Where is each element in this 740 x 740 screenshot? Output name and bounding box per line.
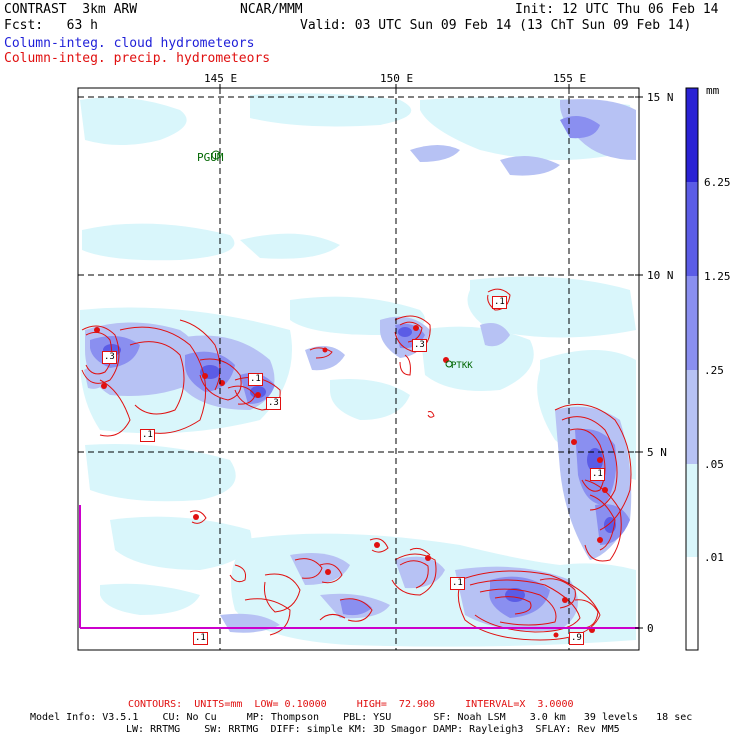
init-time: Init: 12 UTC Thu 06 Feb 14 xyxy=(515,2,719,17)
contour-label: .1 xyxy=(590,468,605,481)
valid-time: Valid: 03 UTC Sun 09 Feb 14 (13 ChT Sun … xyxy=(300,18,692,33)
lon-label-145: 145 E xyxy=(204,72,238,85)
station-ptkk-marker xyxy=(445,360,453,368)
lat-lon-grid xyxy=(78,88,639,650)
model-name: CONTRAST 3km ARW xyxy=(4,2,138,17)
model-info-line2: LW: RRTMG SW: RRTMG DIFF: simple KM: 3D … xyxy=(126,724,620,735)
colorbar-tick-.05: .05 xyxy=(704,458,724,471)
lat-label-0: 0 xyxy=(647,622,654,635)
lat-label-10n: 10 N xyxy=(647,269,674,282)
precip-field-label: Column-integ. precip. hydrometeors xyxy=(4,51,271,66)
colorbar-tick-1.25: 1.25 xyxy=(704,270,731,283)
lat-label-15n: 15 N xyxy=(647,91,674,104)
station-markers xyxy=(211,150,453,368)
contour-label: .3 xyxy=(412,339,427,352)
cloud-field-label: Column-integ. cloud hydrometeors xyxy=(4,36,255,51)
precip-cores xyxy=(94,297,608,638)
lon-label-155: 155 E xyxy=(553,72,587,85)
contour-label: .1 xyxy=(450,577,465,590)
cloud-shading xyxy=(80,93,636,647)
lon-label-150: 150 E xyxy=(380,72,414,85)
contour-label: .1 xyxy=(193,632,208,645)
colorbar-tick-.25: .25 xyxy=(704,364,724,377)
station-pgum-marker xyxy=(211,150,221,160)
station-pgum-label: PGUM xyxy=(197,151,224,164)
contour-label: .1 xyxy=(140,429,155,442)
contour-label: .3 xyxy=(102,351,117,364)
colorbar-tick-.01: .01 xyxy=(704,551,724,564)
contour-info: CONTOURS: UNITS=mm LOW= 0.10000 HIGH= 72… xyxy=(128,699,574,710)
contour-label: .3 xyxy=(266,397,281,410)
station-ptkk-label: PTKK xyxy=(451,361,473,371)
colorbar-tick-6.25: 6.25 xyxy=(704,176,731,189)
contour-label: .9 xyxy=(569,632,584,645)
top-ticks xyxy=(219,84,643,629)
contour-label: .1 xyxy=(248,373,263,386)
lat-label-5n: 5 N xyxy=(647,446,667,459)
forecast-hour: Fcst: 63 h xyxy=(4,18,98,33)
organization: NCAR/MMM xyxy=(240,2,303,17)
colorbar-unit: mm xyxy=(706,84,720,97)
contour-label: .1 xyxy=(492,296,507,309)
map-frame xyxy=(77,87,640,651)
model-info-line1: Model Info: V3.5.1 CU: No Cu MP: Thompso… xyxy=(30,712,693,723)
